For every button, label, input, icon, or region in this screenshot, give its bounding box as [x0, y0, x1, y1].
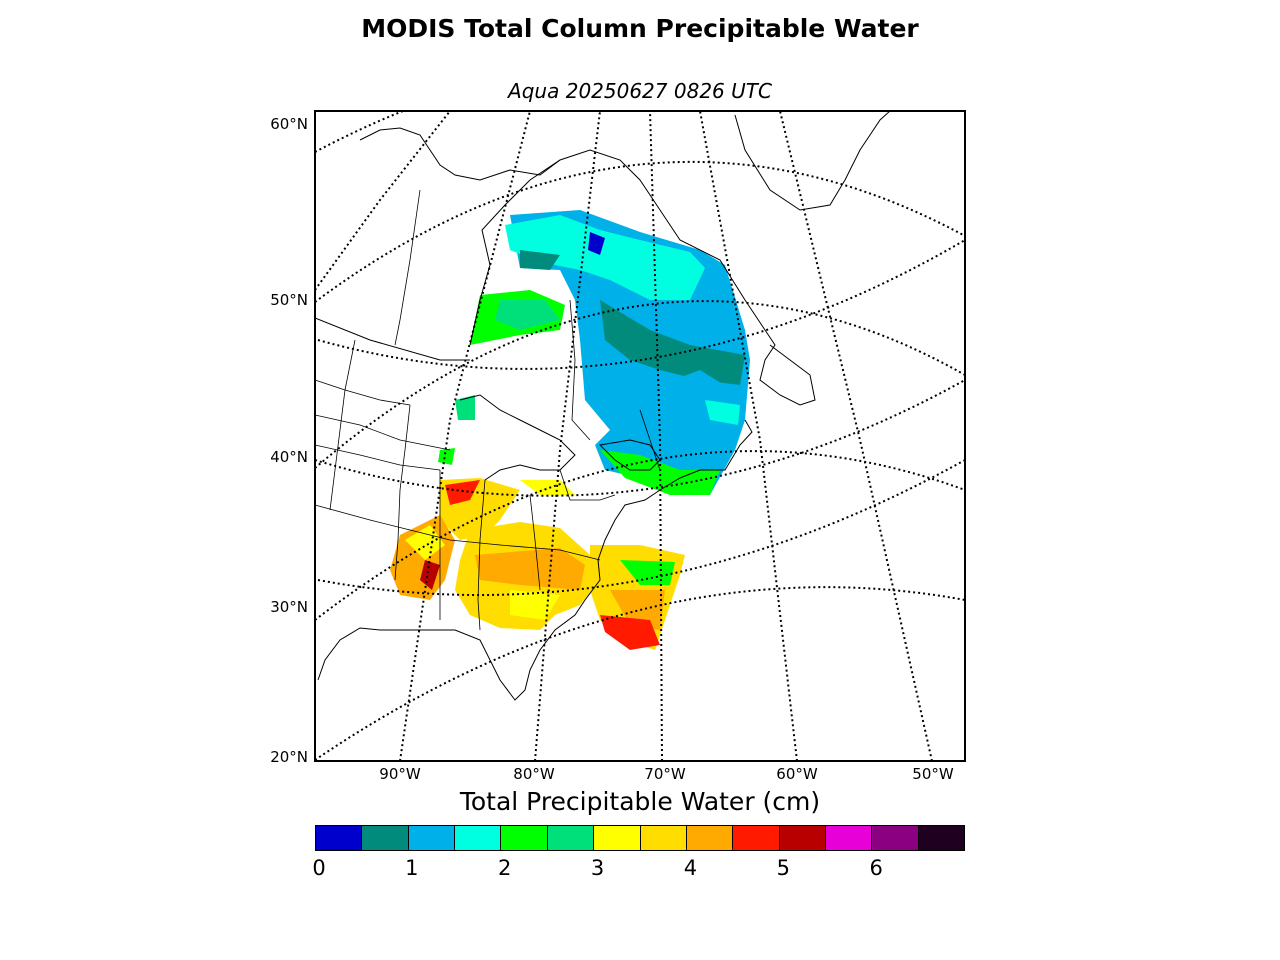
map-content — [315, 111, 965, 761]
lat-label-20n: 20°N — [270, 748, 308, 766]
lat-label-40n: 40°N — [270, 448, 308, 466]
colorbar-tick-label: 2 — [498, 856, 512, 880]
colorbar-tick-label: 6 — [869, 856, 883, 880]
data-swath-south — [390, 478, 685, 650]
colorbar-segment — [733, 826, 780, 850]
colorbar-segment — [594, 826, 641, 850]
colorbar-tick-label: 3 — [590, 856, 605, 880]
lon-label-70w: 70°W — [644, 765, 686, 783]
colorbar-segment — [455, 826, 502, 850]
colorbar-tick-label: 4 — [683, 856, 698, 880]
colorbar-segment — [918, 826, 965, 850]
colorbar-tick-label: 5 — [776, 856, 790, 880]
colorbar-segment — [640, 826, 687, 850]
lat-label-30n: 30°N — [270, 598, 308, 616]
colorbar-title: Total Precipitable Water (cm) — [459, 787, 821, 816]
political-borders — [315, 189, 661, 631]
colorbar-segment — [872, 826, 919, 850]
colorbar-segment — [316, 826, 363, 850]
figure-subtitle: Aqua 20250627 0826 UTC — [508, 79, 772, 103]
data-swath-north — [438, 210, 750, 495]
colorbar-segment — [779, 826, 826, 850]
map-frame — [314, 110, 966, 762]
lat-label-50n: 50°N — [270, 291, 308, 309]
colorbar-segment — [825, 826, 873, 850]
lon-label-50w: 50°W — [912, 765, 954, 783]
colorbar — [315, 825, 965, 851]
graticule — [315, 111, 965, 761]
colorbar-segment — [501, 826, 548, 850]
coastlines — [315, 111, 891, 701]
colorbar-segment — [686, 826, 734, 850]
lat-label-60n: 60°N — [270, 115, 308, 133]
colorbar-segment — [547, 826, 595, 850]
colorbar-segment — [362, 826, 409, 850]
figure-title: MODIS Total Column Precipitable Water — [361, 14, 919, 43]
lon-label-90w: 90°W — [379, 765, 421, 783]
lon-label-60w: 60°W — [776, 765, 818, 783]
lon-label-80w: 80°W — [513, 765, 555, 783]
colorbar-segment — [408, 826, 456, 850]
colorbar-tick-label: 1 — [405, 856, 419, 880]
colorbar-tick-label: 0 — [312, 856, 326, 880]
